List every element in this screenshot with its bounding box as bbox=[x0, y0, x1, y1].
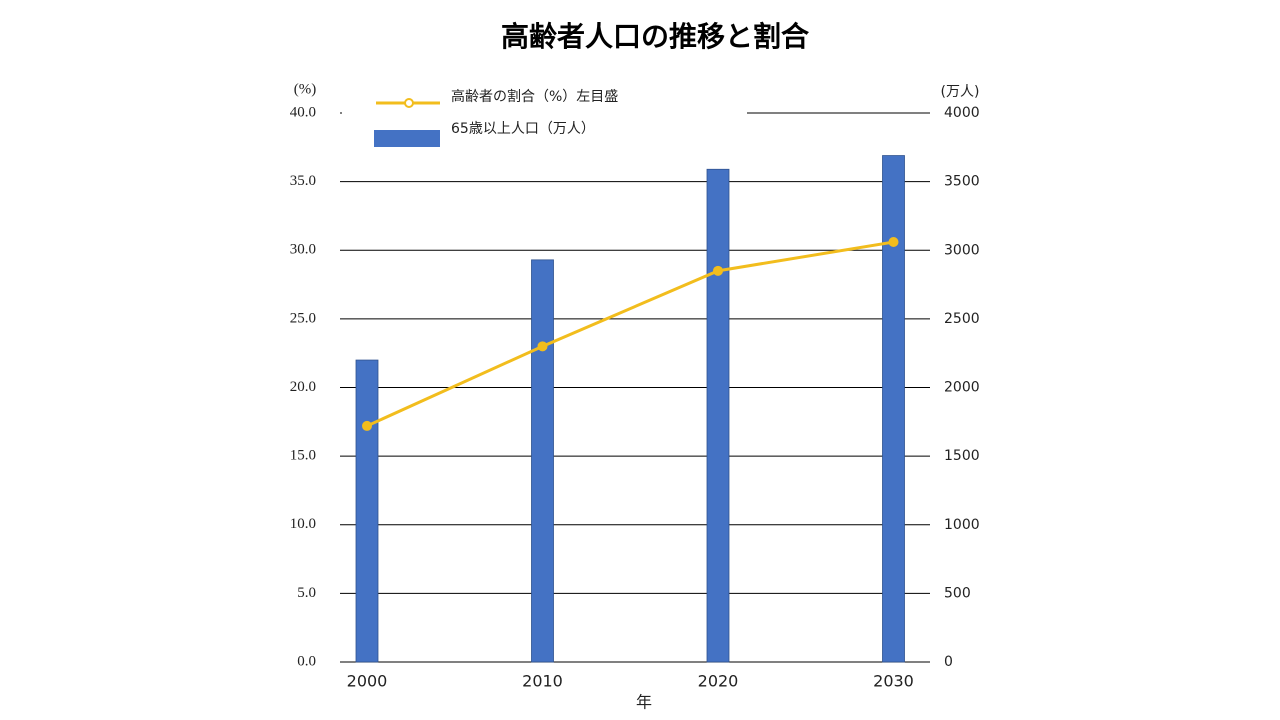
marker bbox=[713, 265, 723, 276]
y2-tick-label: 3000 bbox=[944, 242, 980, 258]
y-tick-label: 5.0 bbox=[297, 585, 316, 601]
bar bbox=[882, 155, 905, 663]
y-tick-label: 15.0 bbox=[290, 448, 316, 464]
legend-label: 65歳以上人口（万人） bbox=[451, 121, 595, 137]
x-tick-label: 2010 bbox=[522, 672, 563, 691]
y2-tick-label: 1000 bbox=[944, 517, 980, 533]
y2-tick-label: 3500 bbox=[944, 174, 980, 190]
y2-tick-label: 2000 bbox=[944, 380, 980, 396]
x-tick-label: 2000 bbox=[347, 672, 388, 691]
y2-tick-label: 1500 bbox=[944, 448, 980, 464]
legend-swatch-marker bbox=[404, 98, 414, 108]
chart-title: 高齢者人口の推移と割合 bbox=[501, 20, 810, 53]
legend-swatch bbox=[374, 130, 440, 147]
y-tick-label: 30.0 bbox=[290, 242, 316, 258]
legend-label: 高齢者の割合（%）左目盛 bbox=[451, 88, 618, 105]
x-axis-label: 年 bbox=[636, 693, 652, 712]
x-tick-label: 2020 bbox=[698, 672, 739, 691]
y-axis-label: (%) bbox=[294, 81, 317, 97]
marker bbox=[362, 420, 372, 431]
x-tick-label: 2030 bbox=[873, 672, 914, 691]
y-tick-label: 25.0 bbox=[290, 310, 316, 326]
line bbox=[366, 240, 894, 428]
y-tick-label: 10.0 bbox=[290, 516, 316, 532]
y-tick-label: 0.0 bbox=[297, 653, 316, 669]
y2-tick-label: 500 bbox=[944, 585, 971, 601]
y-tick-label: 20.0 bbox=[290, 379, 316, 395]
y2-tick-label: 0 bbox=[944, 654, 953, 670]
y2-tick-label: 2500 bbox=[944, 311, 980, 327]
y2-tick-label: 4000 bbox=[944, 105, 980, 121]
marker bbox=[888, 237, 899, 248]
bar bbox=[531, 259, 554, 663]
y-tick-label: 35.0 bbox=[290, 173, 316, 189]
marker bbox=[537, 341, 548, 352]
bar bbox=[355, 359, 379, 663]
bar bbox=[706, 168, 730, 663]
y-tick-label: 40.0 bbox=[290, 104, 316, 120]
y2-axis-label: (万人) bbox=[941, 84, 980, 100]
